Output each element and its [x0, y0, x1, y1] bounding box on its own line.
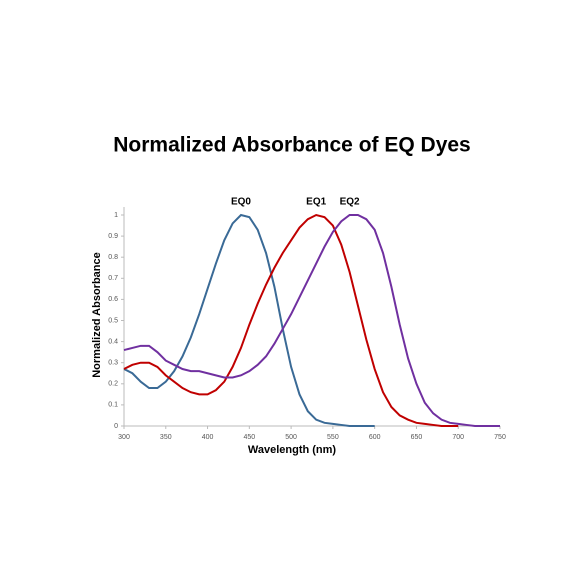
y-tick-label: 0.1 — [108, 402, 118, 409]
x-tick-label: 400 — [202, 434, 214, 441]
y-tick-label: 0.6 — [108, 296, 118, 303]
x-tick-label: 500 — [285, 434, 297, 441]
y-tick-label: 0.9 — [108, 233, 118, 240]
series-line — [123, 214, 500, 427]
series-label: EQ2 — [340, 197, 360, 208]
x-tick-label: 650 — [411, 434, 423, 441]
x-tick-label: 600 — [369, 434, 381, 441]
x-tick-label: 350 — [160, 434, 172, 441]
y-axis-label: Normalized Absorbance — [91, 252, 103, 378]
y-tick-label: 1 — [114, 212, 118, 219]
x-axis-label: Wavelength (nm) — [248, 444, 337, 456]
y-tick-label: 0.8 — [108, 254, 118, 261]
series-label: EQ0 — [231, 197, 251, 208]
y-tick-label: 0.2 — [108, 381, 118, 388]
x-tick-label: 300 — [118, 434, 130, 441]
series-label: EQ1 — [306, 197, 326, 208]
y-tick-label: 0.4 — [108, 338, 118, 345]
y-tick-label: 0 — [114, 423, 118, 430]
x-tick-label: 700 — [452, 434, 464, 441]
y-tick-label: 0.3 — [108, 360, 118, 367]
series-line — [123, 213, 375, 427]
x-tick-label: 450 — [243, 434, 255, 441]
x-tick-label: 750 — [494, 434, 506, 441]
x-tick-label: 550 — [327, 434, 339, 441]
y-tick-label: 0.5 — [108, 317, 118, 324]
y-tick-label: 0.7 — [108, 275, 118, 282]
chart-title: Normalized Absorbance of EQ Dyes — [113, 134, 470, 157]
series-line — [123, 213, 459, 427]
